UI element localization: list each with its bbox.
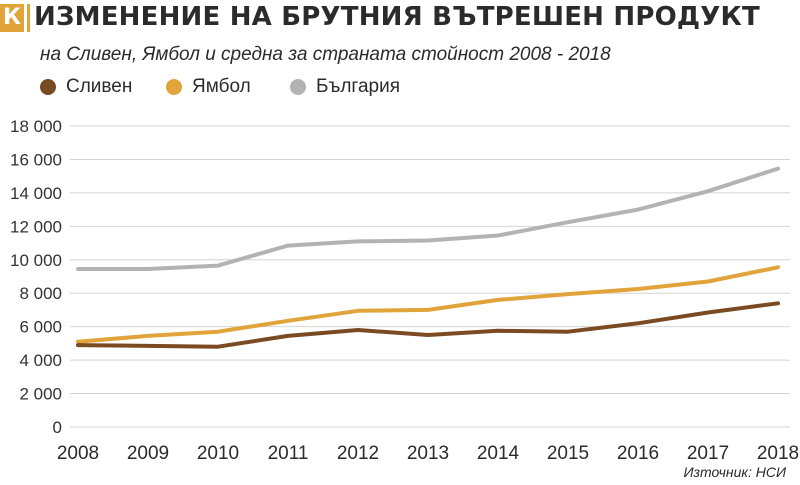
- x-tick-label: 2012: [337, 443, 379, 464]
- logo-divider: [27, 4, 30, 32]
- series-lines: [76, 166, 780, 349]
- x-tick-label: 2016: [617, 443, 659, 464]
- y-tick-label: 0: [53, 418, 62, 437]
- y-axis: 0 2 000 4 000 6 000 8 000 10 000 12 000 14 000 1…: [10, 117, 62, 437]
- line-chart: 0 2 000 4 000 6 000 8 000 10 000 12 000 14 000 1…: [10, 117, 799, 464]
- x-axis: 2008 2009 2010 2011 2012 2013 2014 2015 2016 2017…: [57, 443, 799, 464]
- series-line-yambol: [76, 265, 780, 344]
- publisher-logo: К: [0, 4, 24, 32]
- y-tick-label: 2 000: [19, 385, 62, 404]
- x-tick-label: 2011: [268, 443, 309, 464]
- legend-label-bulgaria: България: [316, 76, 400, 97]
- y-tick-label: 16 000: [10, 150, 62, 169]
- legend-swatch-bulgaria: [290, 79, 306, 95]
- y-tick-label: 14 000: [10, 184, 62, 203]
- chart-subtitle: на Сливен, Ямбол и средна за страната ст…: [40, 44, 611, 65]
- x-tick-label: 2013: [407, 443, 449, 464]
- series-line-bulgaria: [76, 166, 780, 271]
- x-tick-label: 2008: [57, 443, 99, 464]
- x-tick-label: 2009: [127, 443, 169, 464]
- source-note: Източник: НСИ: [683, 464, 786, 480]
- y-tick-label: 4 000: [19, 351, 62, 370]
- legend-label-sliven: Сливен: [66, 76, 133, 97]
- x-tick-label: 2014: [477, 443, 520, 464]
- chart-title: ИЗМЕНЕНИЕ НА БРУТНИЯ ВЪТРЕШЕН ПРОДУКТ: [34, 2, 760, 32]
- legend-swatch-yambol: [166, 79, 182, 95]
- y-tick-label: 10 000: [10, 251, 62, 270]
- y-tick-label: 12 000: [10, 217, 62, 236]
- y-tick-label: 6 000: [19, 318, 62, 337]
- chart-header: К ИЗМЕНЕНИЕ НА БРУТНИЯ ВЪТРЕШЕН ПРОДУКТ: [0, 0, 800, 38]
- y-tick-label: 8 000: [19, 284, 62, 303]
- x-tick-label: 2017: [687, 443, 729, 464]
- x-tick-label: 2010: [197, 443, 239, 464]
- series-line-sliven: [76, 301, 780, 349]
- legend-swatch-sliven: [40, 79, 56, 95]
- x-tick-label: 2018: [757, 443, 799, 464]
- x-tick-label: 2015: [547, 443, 589, 464]
- legend-label-yambol: Ямбол: [192, 76, 251, 97]
- grid-lines: [70, 125, 790, 428]
- y-tick-label: 18 000: [10, 117, 62, 136]
